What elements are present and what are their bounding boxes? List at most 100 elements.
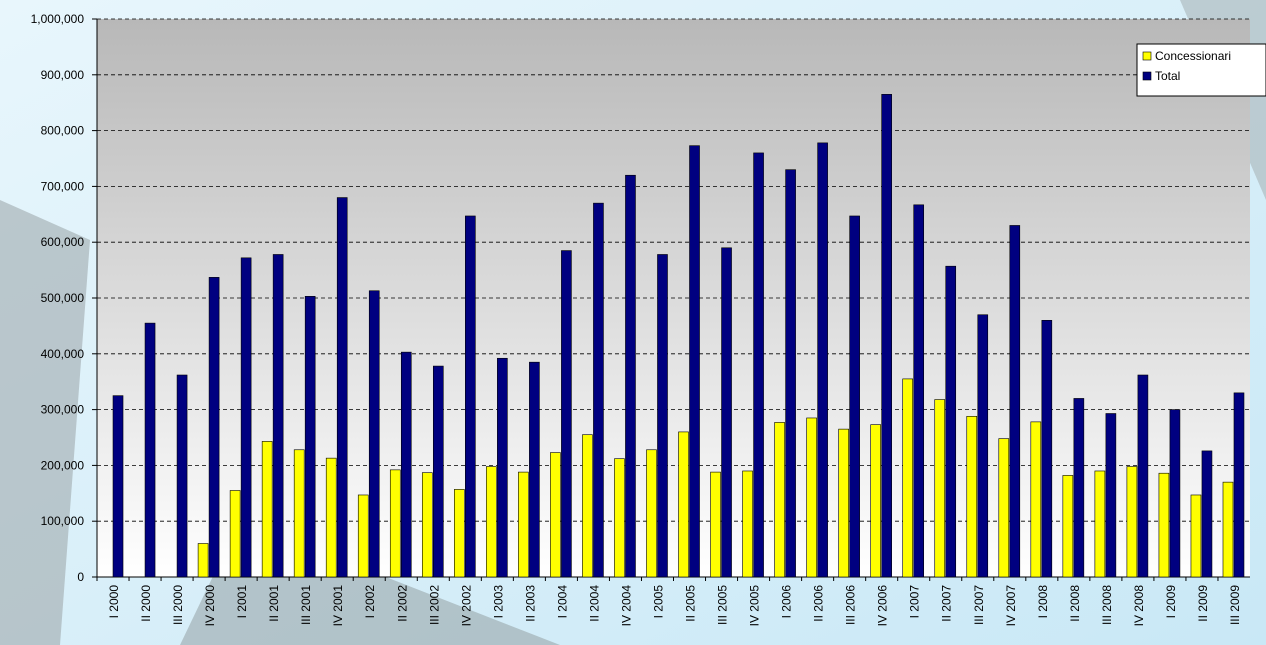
x-tick-label: I 2003 <box>491 585 505 619</box>
y-tick-label: 1,000,000 <box>31 12 85 26</box>
bar <box>1073 398 1085 578</box>
bar <box>518 471 529 578</box>
bar <box>753 152 764 578</box>
legend <box>1136 43 1266 97</box>
bar <box>998 438 1010 578</box>
bar <box>710 471 721 578</box>
x-tick-label: II 2007 <box>940 585 954 622</box>
bar <box>1009 225 1021 578</box>
x-tick-label: II 2001 <box>267 585 281 622</box>
bar <box>465 215 476 578</box>
bar <box>1169 409 1181 578</box>
x-tick-label: I 2000 <box>107 585 121 619</box>
bar <box>817 142 828 578</box>
legend-label: Total <box>1155 69 1180 83</box>
x-tick-label: II 2003 <box>523 585 537 622</box>
bar <box>678 431 689 578</box>
y-tick-label: 800,000 <box>41 124 85 138</box>
bar <box>1158 472 1170 578</box>
x-tick-label: IV 2004 <box>619 585 633 627</box>
bar <box>1094 470 1106 578</box>
y-tick-label: 500,000 <box>41 291 85 305</box>
bar <box>1041 320 1053 578</box>
bar <box>977 314 989 578</box>
x-tick-label: IV 2006 <box>876 585 890 627</box>
bar <box>144 322 156 578</box>
bar <box>1030 421 1042 578</box>
x-tick-label: I 2007 <box>908 585 922 619</box>
bar <box>325 457 337 578</box>
bar <box>1137 374 1149 578</box>
bar <box>112 395 124 578</box>
bar <box>614 458 625 578</box>
x-tick-label: IV 2005 <box>748 585 762 627</box>
bar <box>293 449 305 578</box>
bar <box>1190 494 1202 578</box>
x-tick-label: I 2004 <box>555 585 569 619</box>
bar <box>934 399 946 578</box>
x-tick-label: III 2007 <box>972 585 986 625</box>
x-tick-label: III 2005 <box>716 585 730 625</box>
bar <box>454 489 465 578</box>
bar <box>966 415 978 578</box>
bar <box>785 169 796 578</box>
bar <box>646 449 657 578</box>
bar <box>389 469 401 578</box>
bar <box>1062 475 1074 578</box>
bar <box>486 466 497 578</box>
x-tick-label: II 2008 <box>1068 585 1082 622</box>
bar <box>625 174 636 578</box>
y-tick-label: 200,000 <box>41 458 85 472</box>
decoration <box>0 200 90 645</box>
bar <box>561 250 572 578</box>
bar <box>261 441 273 578</box>
legend-swatch <box>1142 71 1152 81</box>
legend-swatch <box>1142 51 1152 61</box>
bar <box>945 265 957 578</box>
bar <box>657 254 668 578</box>
bar <box>304 296 316 578</box>
bar <box>1233 392 1245 578</box>
x-tick-label: IV 2001 <box>331 585 345 627</box>
y-tick-label: 300,000 <box>41 403 85 417</box>
x-tick-label: II 2009 <box>1196 585 1210 622</box>
bar <box>1105 413 1117 578</box>
bar <box>421 472 433 578</box>
bar <box>357 494 369 578</box>
bar <box>806 417 817 578</box>
x-tick-label: I 2006 <box>780 585 794 619</box>
bar <box>774 422 785 578</box>
bar <box>432 365 444 578</box>
y-tick-label: 600,000 <box>41 235 85 249</box>
x-tick-label: IV 2002 <box>459 585 473 627</box>
x-tick-label: IV 2000 <box>203 585 217 627</box>
bar <box>849 215 860 578</box>
bar <box>368 290 380 578</box>
bar <box>913 204 925 578</box>
x-tick-label: I 2009 <box>1164 585 1178 619</box>
x-tick-label: I 2008 <box>1036 585 1050 619</box>
x-tick-label: III 2009 <box>1228 585 1242 625</box>
bar <box>838 428 849 578</box>
bar <box>881 94 892 578</box>
bar <box>550 452 561 578</box>
x-tick-label: II 2000 <box>139 585 153 622</box>
x-tick-label: IV 2007 <box>1004 585 1018 627</box>
bar <box>176 374 188 578</box>
bar <box>1126 466 1138 578</box>
bar <box>400 351 412 578</box>
bar <box>902 378 914 578</box>
bar <box>721 247 732 578</box>
x-tick-label: I 2001 <box>235 585 249 619</box>
x-tick-label: III 2001 <box>299 585 313 625</box>
x-tick-label: III 2008 <box>1100 585 1114 625</box>
bar <box>197 543 209 578</box>
bar <box>240 257 252 578</box>
bar <box>529 361 540 578</box>
bar <box>208 277 220 578</box>
x-tick-label: II 2006 <box>812 585 826 622</box>
y-tick-label: 100,000 <box>41 514 85 528</box>
y-tick-label: 700,000 <box>41 179 85 193</box>
y-tick-label: 900,000 <box>41 68 85 82</box>
